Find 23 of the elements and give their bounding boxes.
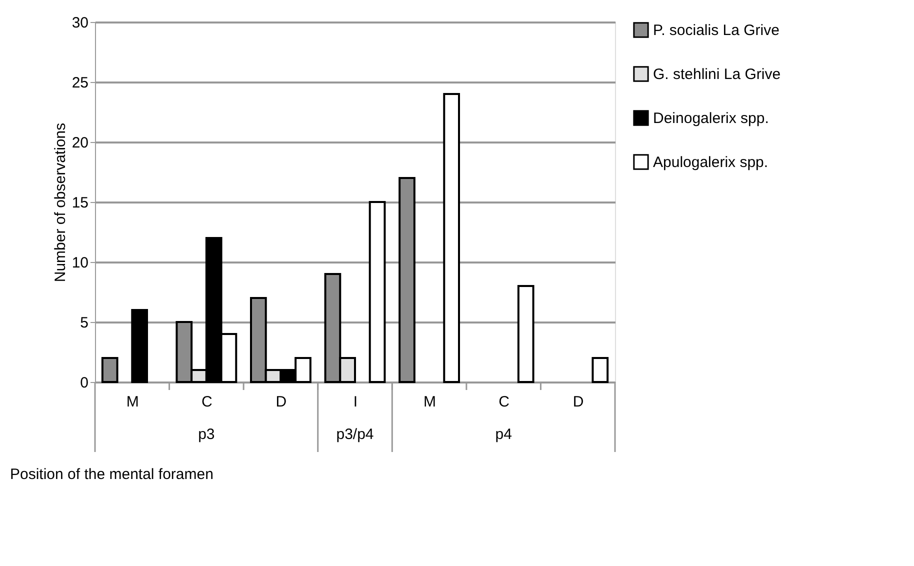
legend-label: Deinogalerix spp.	[653, 110, 769, 127]
x-axis-title: Position of the mental foramen	[10, 466, 214, 483]
y-tick-label: 5	[80, 314, 88, 332]
x-tick-label: D	[276, 394, 287, 410]
x-tick-label: C	[202, 394, 213, 410]
x-tick-label: C	[498, 394, 510, 410]
x-tick-label: M	[424, 394, 436, 410]
y-tick-label: 0	[80, 374, 88, 392]
text: p3/p4	[336, 426, 374, 443]
legend-label: P. socialis La Grive	[653, 22, 780, 39]
y-tick-label: 10	[72, 254, 88, 272]
y-axis-title: Number of observations	[52, 122, 69, 282]
x-tick-label: M	[126, 394, 139, 410]
y-tick-label: 15	[72, 194, 88, 212]
text: p3	[198, 426, 215, 443]
legend-label: G. stehlini La Grive	[653, 66, 781, 83]
legend-label: Apulogalerix spp.	[653, 154, 768, 171]
y-tick-label: 30	[72, 14, 88, 32]
x-tick-label: I	[353, 394, 358, 410]
x-tick-label: D	[572, 394, 584, 410]
y-tick-label: 25	[72, 74, 88, 92]
y-tick-label: 20	[72, 134, 88, 152]
text: p4	[495, 426, 512, 443]
